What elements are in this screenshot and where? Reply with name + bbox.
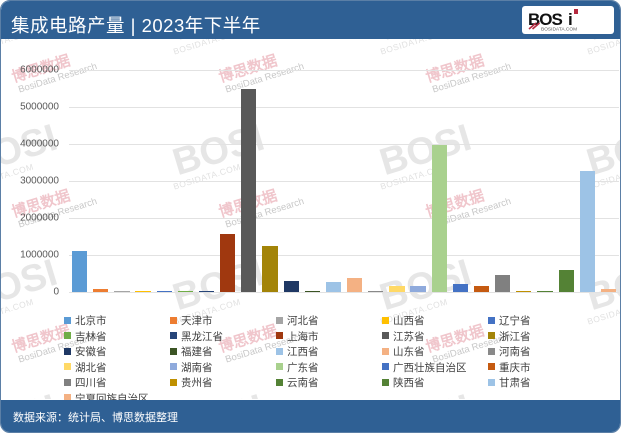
svg-text:BOSIDATA.COM: BOSIDATA.COM [541, 27, 577, 33]
svg-text:i: i [568, 10, 573, 29]
